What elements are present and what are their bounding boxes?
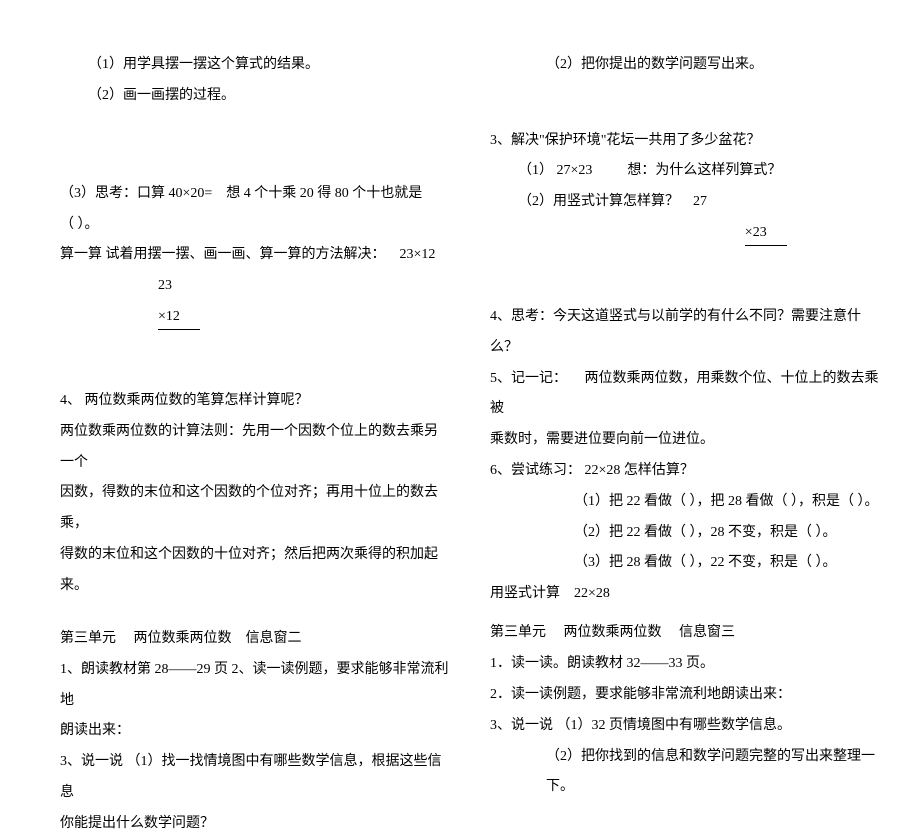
left-underline bbox=[60, 333, 450, 364]
left-l3: （3）思考：口算 40×20= 想 4 个十乘 20 得 80 个十也就是 bbox=[60, 179, 450, 210]
right-underline bbox=[490, 249, 880, 280]
right-r14: 第三单元 两位数乘两位数 信息窗三 bbox=[490, 618, 880, 649]
right-r5: ×23 bbox=[490, 218, 880, 249]
right-column: （2）把你提出的数学问题写出来。 3、解决"保护环境"花坛一共用了多少盆花？ （… bbox=[470, 50, 880, 631]
right-r4: （2）用竖式计算怎样算？ 27 bbox=[490, 187, 880, 218]
left-l7: ×12 bbox=[60, 302, 450, 333]
left-l3a: （3）思考：口算 40×20= bbox=[60, 186, 212, 201]
right-r18: （2）把你找到的信息和数学问题完整的写出来整理一下。 bbox=[490, 742, 880, 804]
right-r16: 2．读一读例题，要求能够非常流利地朗读出来： bbox=[490, 680, 880, 711]
left-l5: 算一算 试着用摆一摆、画一画、算一算的方法解决： 23×12 bbox=[60, 240, 450, 271]
left-l9: 两位数乘两位数的计算法则：先用一个因数个位上的数去乘另一个 bbox=[60, 417, 450, 479]
left-l15: 3、说一说 （1）找一找情境图中有哪些数学信息，根据这些信息 bbox=[60, 747, 450, 809]
right-r17: 3、说一说 （1）32 页情境图中有哪些数学信息。 bbox=[490, 711, 880, 742]
right-r13: 用竖式计算 22×28 bbox=[490, 579, 880, 610]
left-l16: 你能提出什么数学问题？ bbox=[60, 809, 450, 839]
left-l12: 第三单元 两位数乘两位数 信息窗二 bbox=[60, 624, 450, 655]
right-r7a: 5、记一记： bbox=[490, 371, 567, 386]
right-r14b: 两位数乘两位数 bbox=[564, 625, 662, 640]
left-l5b: 23×12 bbox=[400, 247, 436, 262]
right-r8: 乘数时，需要进位要向前一位进位。 bbox=[490, 425, 880, 456]
right-r13b: 22×28 bbox=[574, 586, 610, 601]
left-l2: （2）画一画摆的过程。 bbox=[60, 81, 450, 112]
right-r4b: 27 bbox=[693, 194, 707, 209]
left-l12a: 第三单元 bbox=[60, 631, 116, 646]
right-r11: （2）把 22 看做（ ），28 不变，积是（ ）。 bbox=[490, 518, 880, 549]
left-l14: 朗读出来： bbox=[60, 716, 450, 747]
right-r12: （3）把 28 看做（ ），22 不变，积是（ ）。 bbox=[490, 548, 880, 579]
right-r14a: 第三单元 bbox=[490, 625, 546, 640]
left-l12c: 信息窗二 bbox=[246, 631, 302, 646]
left-l11: 得数的末位和这个因数的十位对齐；然后把两次乘得的积加起来。 bbox=[60, 540, 450, 602]
left-l13: 1、朗读教材第 28——29 页 2、读一读例题，要求能够非常流利地 bbox=[60, 655, 450, 717]
right-r3a: （1） 27×23 bbox=[518, 163, 592, 178]
left-l1: （1）用学具摆一摆这个算式的结果。 bbox=[60, 50, 450, 81]
left-l8: 4、 两位数乘两位数的笔算怎样计算呢？ bbox=[60, 386, 450, 417]
right-r1: （2）把你提出的数学问题写出来。 bbox=[490, 50, 880, 81]
right-r2: 3、解决"保护环境"花坛一共用了多少盆花？ bbox=[490, 126, 880, 157]
right-r14c: 信息窗三 bbox=[679, 625, 735, 640]
left-l12b: 两位数乘两位数 bbox=[134, 631, 232, 646]
right-r13a: 用竖式计算 bbox=[490, 586, 560, 601]
right-r9: 6、尝试练习： 22×28 怎样估算？ bbox=[490, 456, 880, 487]
left-l10: 因数，得数的末位和这个因数的个位对齐；再用十位上的数去乘， bbox=[60, 478, 450, 540]
left-l4: （ ）。 bbox=[60, 210, 450, 241]
right-r10: （1）把 22 看做（ ），把 28 看做（ ），积是（ ）。 bbox=[490, 487, 880, 518]
left-l5a: 算一算 试着用摆一摆、画一画、算一算的方法解决： bbox=[60, 247, 386, 262]
left-l6: 23 bbox=[60, 271, 450, 302]
right-r7: 5、记一记： 两位数乘两位数，用乘数个位、十位上的数去乘被 bbox=[490, 364, 880, 426]
right-r6: 4、思考：今天这道竖式与以前学的有什么不同？需要注意什么？ bbox=[490, 302, 880, 364]
right-r4a: （2）用竖式计算怎样算？ bbox=[518, 194, 679, 209]
left-column: （1）用学具摆一摆这个算式的结果。 （2）画一画摆的过程。 （3）思考：口算 4… bbox=[60, 50, 470, 631]
right-r3b: 想：为什么这样列算式？ bbox=[627, 163, 781, 178]
right-r3: （1） 27×23 想：为什么这样列算式？ bbox=[490, 156, 880, 187]
right-r15: 1．读一读。朗读教材 32——33 页。 bbox=[490, 649, 880, 680]
left-l3b: 想 4 个十乘 20 得 80 个十也就是 bbox=[226, 186, 422, 201]
